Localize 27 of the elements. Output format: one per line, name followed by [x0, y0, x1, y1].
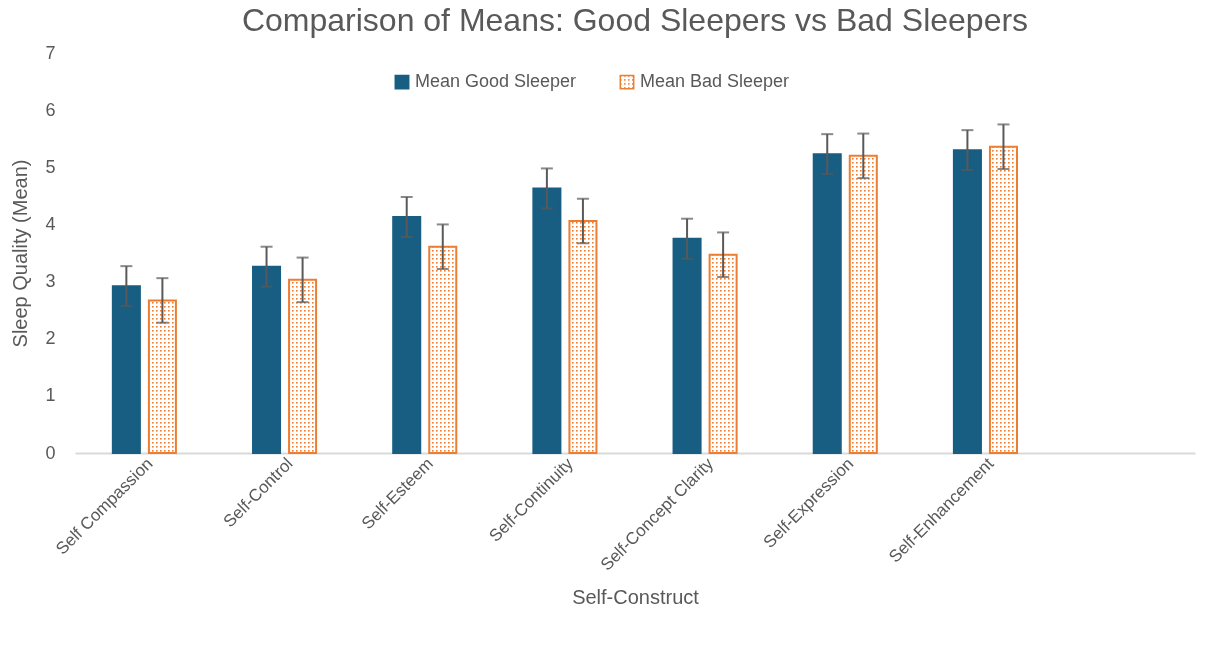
legend-label: Mean Good Sleeper [415, 71, 577, 92]
bar [672, 237, 702, 454]
y-tick-label: 7 [45, 42, 56, 63]
y-tick-label: 5 [45, 156, 56, 177]
bar [568, 220, 598, 454]
bar [147, 299, 177, 454]
bar [288, 278, 318, 454]
x-axis-title: Self-Construct [572, 585, 700, 608]
chart-title: Comparison of Means: Good Sleepers vs Bad Sleepers [241, 2, 1029, 38]
y-tick-label: 3 [45, 271, 56, 292]
bar [988, 145, 1018, 454]
y-tick-label: 2 [45, 328, 56, 349]
y-axis-title: Sleep Quality (Mean) [9, 159, 32, 348]
legend-label: Mean Bad Sleeper [640, 71, 790, 92]
bar [848, 154, 878, 454]
bar [111, 285, 141, 454]
y-tick-label: 0 [45, 442, 56, 463]
y-tick-label: 4 [45, 213, 56, 234]
bar [532, 187, 562, 454]
y-tick-label: 6 [45, 99, 56, 120]
bar [252, 265, 282, 454]
bar [812, 153, 842, 454]
bar [952, 149, 982, 454]
y-tick-label: 1 [45, 385, 56, 406]
bar [392, 216, 422, 454]
bar [428, 245, 458, 454]
bar [708, 253, 738, 454]
